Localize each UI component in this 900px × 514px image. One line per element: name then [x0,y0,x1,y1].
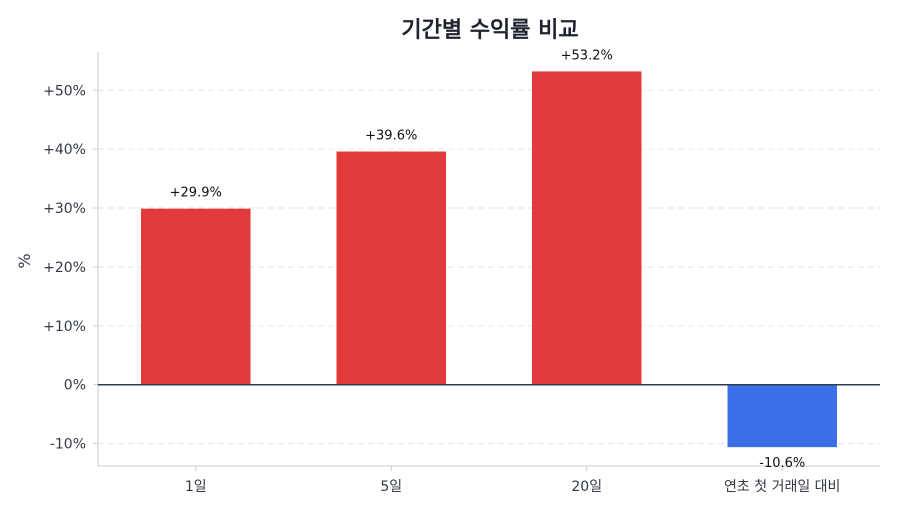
y-tick-label: 0% [64,378,86,394]
y-tick-label: +40% [43,142,86,158]
x-tick-label: 5일 [380,479,402,495]
y-axis-label: % [15,253,34,268]
data-label: +39.6% [365,129,417,144]
data-label: +53.2% [561,48,613,63]
bar [336,151,446,385]
data-label: +29.9% [170,186,222,201]
labels-layer: -10% 0% +10% +20% +30% +40% +50% +29.9% 1일 +39.6%… [43,48,840,495]
x-tick-label: 연초 첫 거래일 대비 [724,479,840,495]
bars-layer [141,71,837,448]
y-tick-label: +30% [43,201,86,217]
y-tick-label: +10% [43,319,86,335]
chart-title: 기간별 수익률 비교 [401,18,578,43]
y-tick-label: +50% [43,83,86,99]
x-tick-label: 20일 [571,479,602,495]
data-label: -10.6% [759,456,805,471]
bar [532,71,642,385]
axes-layer [93,52,880,471]
bar [727,384,837,448]
x-tick-label: 1일 [185,479,207,495]
y-tick-label: +20% [43,260,86,276]
bar [141,208,251,385]
y-tick-label: -10% [50,437,86,453]
